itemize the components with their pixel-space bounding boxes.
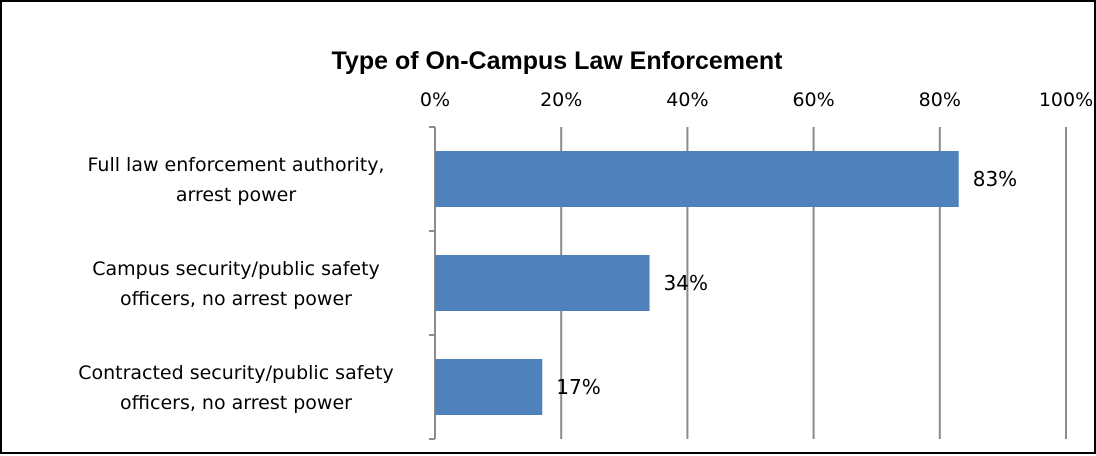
x-tick-labels: 0% 20% 40% 60% 80% 100% xyxy=(420,89,1093,111)
x-tick-label: 80% xyxy=(919,89,961,111)
category-label: Campus security/public safety officers, n… xyxy=(92,258,380,310)
bar xyxy=(435,255,650,311)
x-tick-label: 40% xyxy=(666,89,708,111)
data-label: 83% xyxy=(973,167,1017,191)
category-labels: Full law enforcement authority, arrest po… xyxy=(78,154,394,414)
data-label: 17% xyxy=(556,375,600,399)
x-tick-label: 0% xyxy=(420,89,450,111)
category-label: Contracted security/public safety officer… xyxy=(78,362,394,414)
category-label: Full law enforcement authority, arrest po… xyxy=(88,154,385,206)
data-labels: 83% 34% 17% xyxy=(556,167,1017,399)
bar xyxy=(435,151,959,207)
data-label: 34% xyxy=(664,271,708,295)
bar xyxy=(435,359,543,415)
bars xyxy=(435,151,959,415)
chart-title: Type of On-Campus Law Enforcement xyxy=(332,47,784,75)
x-tick-label: 20% xyxy=(540,89,582,111)
x-tick-label: 100% xyxy=(1039,89,1093,111)
x-tick-label: 60% xyxy=(792,89,834,111)
category-axis xyxy=(429,126,436,440)
